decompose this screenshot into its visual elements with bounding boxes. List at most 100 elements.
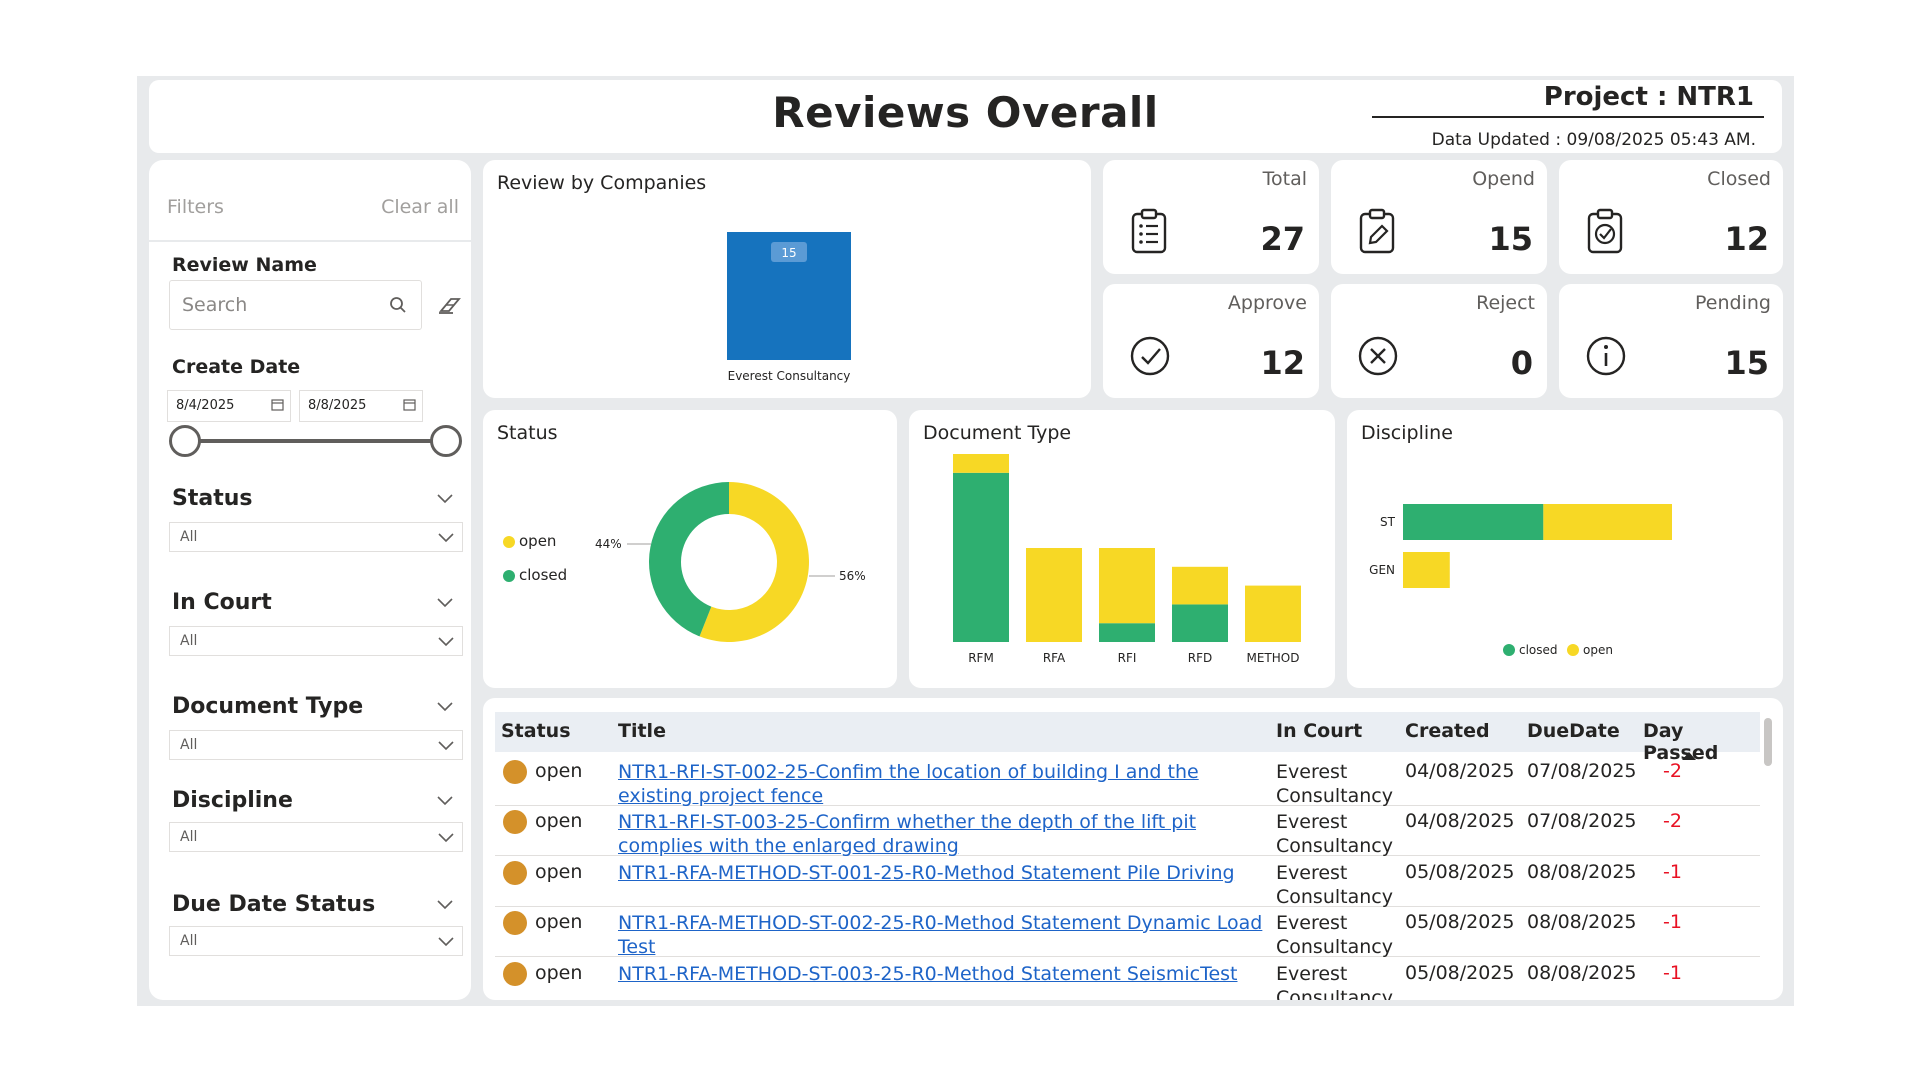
filters-divider xyxy=(149,240,471,242)
bar-rfd-closed xyxy=(1172,604,1228,642)
column-header-in-court[interactable]: In Court xyxy=(1276,720,1363,742)
kpi-total-label: Total xyxy=(1262,168,1307,190)
status-filter-label: Status xyxy=(172,486,253,511)
clipboard-check-icon xyxy=(1587,208,1623,254)
in-court-dropdown[interactable]: All xyxy=(169,626,463,656)
chevron-down-icon xyxy=(438,937,454,947)
clear-all-button[interactable]: Clear all xyxy=(381,196,459,218)
cell-due-date: 07/08/2025 xyxy=(1527,810,1637,832)
review-name-search-input[interactable]: Search xyxy=(169,280,422,330)
table-scrollbar[interactable] xyxy=(1764,718,1772,766)
due-date-status-dropdown[interactable]: All xyxy=(169,926,463,956)
legend-marker-closed xyxy=(1503,644,1515,656)
column-header-due-date[interactable]: DueDate xyxy=(1527,720,1620,742)
page-title: Reviews Overall xyxy=(772,88,1159,137)
chevron-down-icon[interactable] xyxy=(437,900,453,910)
kpi-card-opened: Opend 15 xyxy=(1331,160,1547,274)
status-dropdown[interactable]: All xyxy=(169,522,463,552)
kpi-card-pending: Pending 15 xyxy=(1559,284,1783,398)
status-dot-icon xyxy=(503,810,527,834)
date-slider-track[interactable] xyxy=(191,439,446,443)
in-court-filter-label: In Court xyxy=(172,590,272,615)
slice-closed xyxy=(649,482,729,637)
filters-title: Filters xyxy=(167,196,224,218)
column-header-day-passed[interactable]: Day Passed xyxy=(1643,720,1719,764)
table-row[interactable]: open NTR1-RFA-METHOD-ST-001-25-R0-Method… xyxy=(495,857,1760,908)
bar-st-open xyxy=(1543,504,1672,540)
status-dropdown-value: All xyxy=(180,529,198,545)
chevron-down-icon[interactable] xyxy=(437,796,453,806)
slice-open xyxy=(699,482,809,642)
chevron-down-icon[interactable] xyxy=(437,702,453,712)
project-underline xyxy=(1372,116,1764,118)
cell-status: open xyxy=(535,911,583,933)
bar-rfm-closed xyxy=(953,472,1009,642)
kpi-approve-label: Approve xyxy=(1227,292,1307,314)
discipline-dropdown[interactable]: All xyxy=(169,822,463,852)
end-date-input[interactable]: 8/8/2025 xyxy=(299,390,423,422)
calendar-icon[interactable] xyxy=(403,398,416,411)
eraser-icon[interactable] xyxy=(437,296,463,316)
create-date-label: Create Date xyxy=(172,356,301,378)
report-canvas: Reviews Overall Project : NTR1 Data Upda… xyxy=(137,76,1794,1006)
cell-title-link[interactable]: NTR1-RFI-ST-003-25-Confirm whether the d… xyxy=(618,811,1197,857)
chevron-down-icon[interactable] xyxy=(437,494,453,504)
status-dot-icon xyxy=(503,911,527,935)
discipline-chart-card: Discipline ST GEN closed open xyxy=(1347,410,1783,688)
start-date-input[interactable]: 8/4/2025 xyxy=(167,390,291,422)
discipline-dropdown-value: All xyxy=(180,829,198,845)
review-name-label: Review Name xyxy=(172,254,317,276)
table-row[interactable]: open NTR1-RFI-ST-003-25-Confirm whether … xyxy=(495,806,1760,857)
document-type-chart-title: Document Type xyxy=(923,422,1072,444)
bar-gen-open xyxy=(1403,552,1450,588)
chevron-down-icon xyxy=(438,533,454,543)
chevron-down-icon[interactable] xyxy=(437,598,453,608)
clipboard-edit-icon xyxy=(1359,208,1395,254)
info-circle-icon xyxy=(1586,336,1626,376)
cell-day-passed: -1 xyxy=(1663,962,1682,984)
date-slider-start-handle[interactable] xyxy=(169,425,201,457)
cell-day-passed: -2 xyxy=(1663,810,1682,832)
end-date-value: 8/8/2025 xyxy=(308,398,367,413)
status-chart-title: Status xyxy=(497,422,558,444)
legend-marker-open xyxy=(1567,644,1579,656)
column-header-created[interactable]: Created xyxy=(1405,720,1490,742)
cell-in-court: Everest Consultancy xyxy=(1276,963,1393,1000)
kpi-card-closed: Closed 12 xyxy=(1559,160,1783,274)
bar-rfi-closed xyxy=(1099,623,1155,642)
status-dot-icon xyxy=(503,861,527,885)
cell-title-link[interactable]: NTR1-RFA-METHOD-ST-001-25-R0-Method Stat… xyxy=(618,862,1235,884)
column-header-status[interactable]: Status xyxy=(501,720,571,742)
document-type-dropdown[interactable]: All xyxy=(169,730,463,760)
data-updated-label: Data Updated : 09/08/2025 05:43 AM. xyxy=(1431,130,1756,150)
table-row[interactable]: open NTR1-RFA-METHOD-ST-003-25-R0-Method… xyxy=(495,958,1760,1000)
discipline-chart-title: Discipline xyxy=(1361,422,1453,444)
kpi-approve-value: 12 xyxy=(1260,344,1305,382)
filters-header: Filters Clear all xyxy=(167,196,459,218)
cell-in-court: Everest Consultancy xyxy=(1276,912,1393,958)
date-slider-end-handle[interactable] xyxy=(430,425,462,457)
calendar-icon[interactable] xyxy=(271,398,284,411)
cell-title-link[interactable]: NTR1-RFA-METHOD-ST-003-25-R0-Method Stat… xyxy=(618,963,1238,985)
kpi-card-approve: Approve 12 xyxy=(1103,284,1319,398)
companies-bar-chart: 15 Everest Consultancy xyxy=(727,232,851,383)
discipline-bar-chart: ST GEN closed open xyxy=(1369,504,1672,657)
x-tick-label: METHOD xyxy=(1247,651,1300,665)
cell-title-link[interactable]: NTR1-RFI-ST-002-25-Confim the location o… xyxy=(618,761,1199,807)
cell-title-link[interactable]: NTR1-RFA-METHOD-ST-002-25-R0-Method Stat… xyxy=(618,912,1263,958)
legend-label-open: open xyxy=(519,532,556,550)
cell-created: 05/08/2025 xyxy=(1405,861,1515,883)
cell-status: open xyxy=(535,810,583,832)
table-row[interactable]: open NTR1-RFA-METHOD-ST-002-25-R0-Method… xyxy=(495,907,1760,958)
table-row[interactable]: open NTR1-RFI-ST-002-25-Confim the locat… xyxy=(495,756,1760,807)
bar-rfa-open xyxy=(1026,548,1082,642)
column-header-title[interactable]: Title xyxy=(618,720,666,742)
kpi-reject-label: Reject xyxy=(1476,292,1535,314)
companies-chart-title: Review by Companies xyxy=(497,172,707,194)
chevron-down-icon xyxy=(438,741,454,751)
data-label: 15 xyxy=(781,246,796,260)
search-placeholder: Search xyxy=(182,294,248,316)
kpi-pending-value: 15 xyxy=(1724,344,1769,382)
kpi-card-total: Total 27 xyxy=(1103,160,1319,274)
x-circle-icon xyxy=(1358,336,1398,376)
